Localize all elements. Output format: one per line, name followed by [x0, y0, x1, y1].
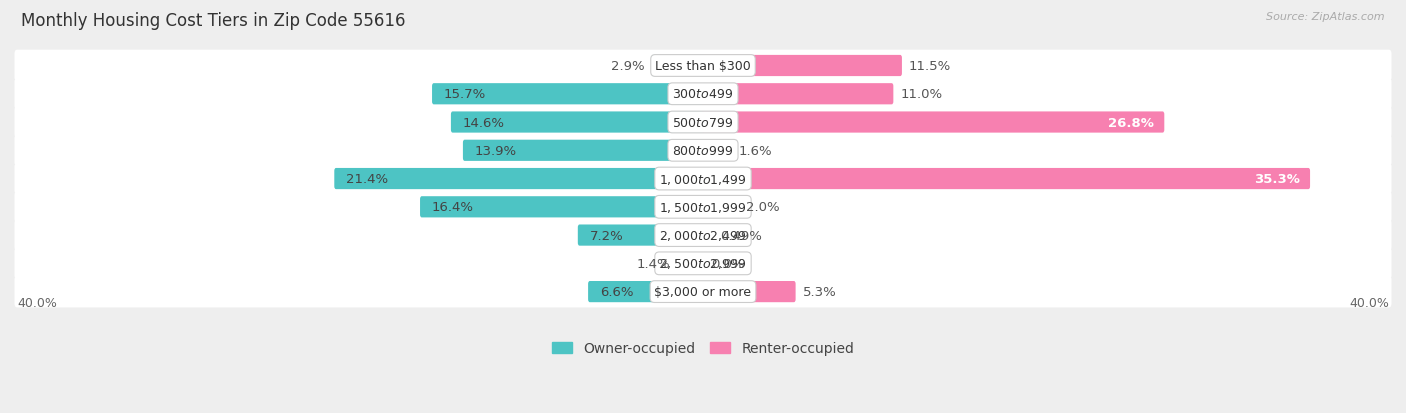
Text: 16.4%: 16.4%: [432, 201, 474, 214]
Text: Source: ZipAtlas.com: Source: ZipAtlas.com: [1267, 12, 1385, 22]
Text: 35.3%: 35.3%: [1254, 173, 1299, 185]
Text: $1,500 to $1,999: $1,500 to $1,999: [659, 200, 747, 214]
FancyBboxPatch shape: [14, 220, 1392, 251]
Text: 14.6%: 14.6%: [463, 116, 505, 129]
FancyBboxPatch shape: [702, 112, 1164, 133]
FancyBboxPatch shape: [651, 56, 704, 77]
Text: 7.2%: 7.2%: [591, 229, 624, 242]
FancyBboxPatch shape: [702, 84, 893, 105]
Text: 11.5%: 11.5%: [908, 60, 950, 73]
FancyBboxPatch shape: [702, 140, 733, 161]
Text: 1.6%: 1.6%: [740, 145, 773, 157]
FancyBboxPatch shape: [14, 107, 1392, 138]
Text: $3,000 or more: $3,000 or more: [655, 285, 751, 298]
FancyBboxPatch shape: [463, 140, 704, 161]
FancyBboxPatch shape: [702, 225, 713, 246]
FancyBboxPatch shape: [588, 281, 704, 302]
Text: $2,500 to $2,999: $2,500 to $2,999: [659, 257, 747, 271]
Text: 15.7%: 15.7%: [444, 88, 486, 101]
Text: 0.0%: 0.0%: [711, 257, 745, 270]
Text: $800 to $999: $800 to $999: [672, 145, 734, 157]
FancyBboxPatch shape: [335, 169, 704, 190]
FancyBboxPatch shape: [702, 197, 740, 218]
Legend: Owner-occupied, Renter-occupied: Owner-occupied, Renter-occupied: [546, 336, 860, 361]
FancyBboxPatch shape: [432, 84, 704, 105]
Text: Less than $300: Less than $300: [655, 60, 751, 73]
FancyBboxPatch shape: [14, 276, 1392, 308]
FancyBboxPatch shape: [678, 253, 704, 274]
Text: 21.4%: 21.4%: [346, 173, 388, 185]
FancyBboxPatch shape: [14, 135, 1392, 167]
Text: $2,000 to $2,499: $2,000 to $2,499: [659, 228, 747, 242]
Text: 2.0%: 2.0%: [745, 201, 779, 214]
FancyBboxPatch shape: [702, 169, 1310, 190]
FancyBboxPatch shape: [451, 112, 704, 133]
Text: 40.0%: 40.0%: [1350, 297, 1389, 309]
FancyBboxPatch shape: [14, 192, 1392, 223]
Text: 6.6%: 6.6%: [600, 285, 634, 298]
Text: 5.3%: 5.3%: [803, 285, 837, 298]
Text: 2.9%: 2.9%: [612, 60, 645, 73]
FancyBboxPatch shape: [702, 56, 901, 77]
Text: 26.8%: 26.8%: [1108, 116, 1154, 129]
Text: 1.4%: 1.4%: [637, 257, 671, 270]
Text: $1,000 to $1,499: $1,000 to $1,499: [659, 172, 747, 186]
Text: $300 to $499: $300 to $499: [672, 88, 734, 101]
Text: Monthly Housing Cost Tiers in Zip Code 55616: Monthly Housing Cost Tiers in Zip Code 5…: [21, 12, 405, 30]
FancyBboxPatch shape: [14, 50, 1392, 82]
FancyBboxPatch shape: [14, 79, 1392, 110]
FancyBboxPatch shape: [14, 248, 1392, 280]
Text: 0.49%: 0.49%: [720, 229, 762, 242]
FancyBboxPatch shape: [14, 163, 1392, 195]
FancyBboxPatch shape: [420, 197, 704, 218]
FancyBboxPatch shape: [578, 225, 704, 246]
Text: 13.9%: 13.9%: [475, 145, 517, 157]
Text: 40.0%: 40.0%: [17, 297, 56, 309]
Text: 11.0%: 11.0%: [900, 88, 942, 101]
Text: $500 to $799: $500 to $799: [672, 116, 734, 129]
FancyBboxPatch shape: [702, 281, 796, 302]
